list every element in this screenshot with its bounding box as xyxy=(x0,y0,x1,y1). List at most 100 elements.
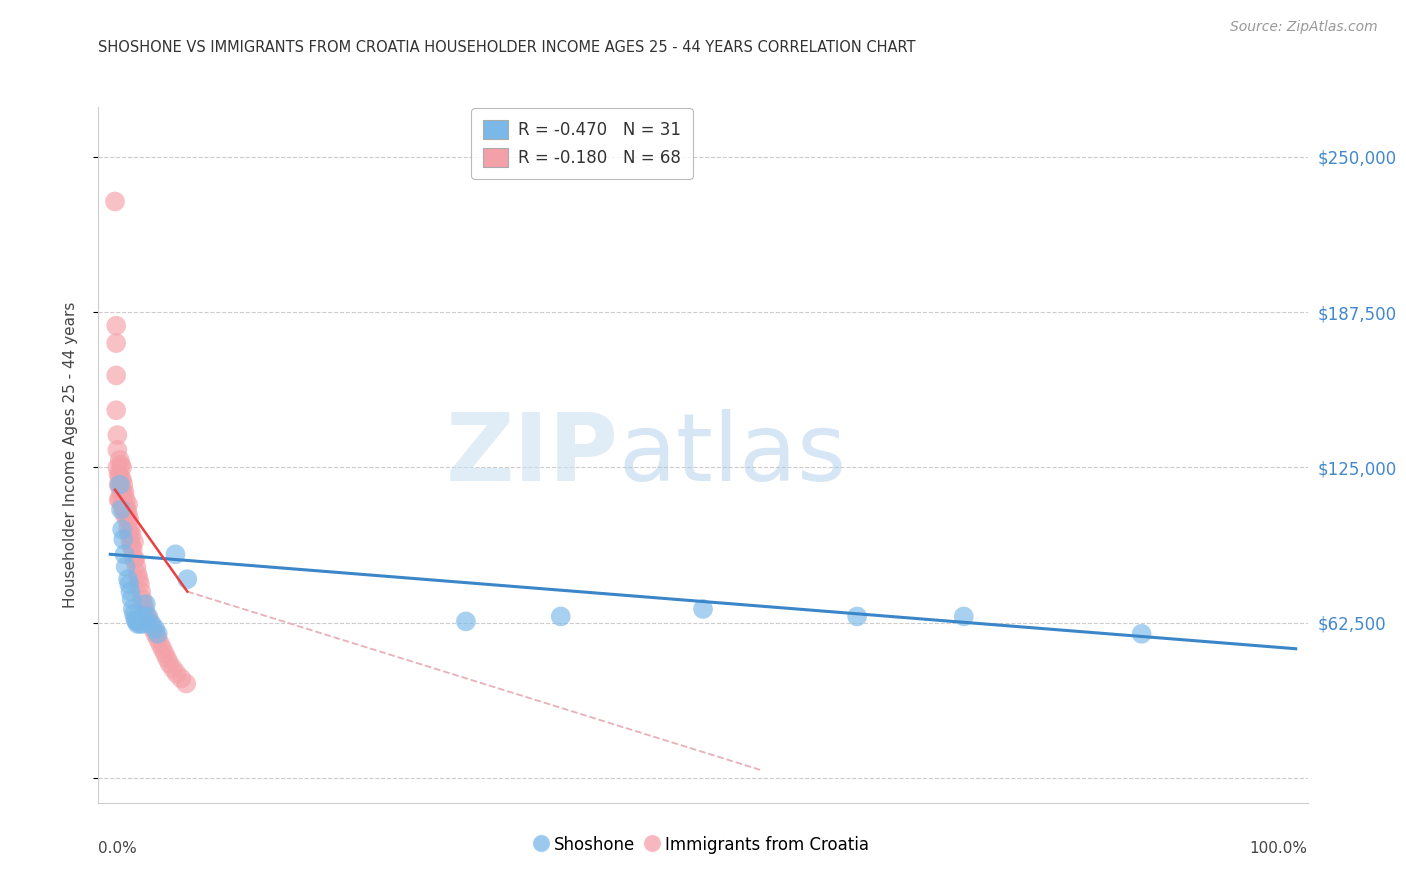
Point xyxy=(111,473,134,487)
Point xyxy=(122,534,145,549)
Point xyxy=(112,477,135,491)
Point xyxy=(132,597,155,611)
Point xyxy=(114,547,136,561)
Point xyxy=(952,609,974,624)
Point xyxy=(118,577,141,591)
Point xyxy=(120,523,142,537)
Point xyxy=(170,672,193,686)
Text: atlas: atlas xyxy=(619,409,846,501)
Point xyxy=(111,460,134,475)
Point xyxy=(153,647,176,661)
Point xyxy=(136,612,159,626)
Point xyxy=(139,616,162,631)
Point xyxy=(118,527,141,541)
Point xyxy=(120,584,142,599)
Point xyxy=(110,473,132,487)
Point xyxy=(105,336,128,351)
Point xyxy=(152,641,174,656)
Point xyxy=(136,609,159,624)
Point xyxy=(104,194,127,209)
Point xyxy=(111,483,134,497)
Point xyxy=(114,485,136,500)
Point xyxy=(115,502,138,516)
Point xyxy=(454,615,477,629)
Point xyxy=(129,616,152,631)
Point xyxy=(122,552,145,566)
Point xyxy=(156,651,179,665)
Point xyxy=(105,403,128,417)
Point xyxy=(117,508,139,522)
Point xyxy=(166,666,188,681)
Point xyxy=(125,559,148,574)
Point xyxy=(692,602,714,616)
Point xyxy=(135,607,157,621)
Point xyxy=(114,559,136,574)
Point xyxy=(129,584,152,599)
Point xyxy=(550,609,572,624)
Point xyxy=(107,477,129,491)
Point xyxy=(125,615,148,629)
Text: 100.0%: 100.0% xyxy=(1250,841,1308,856)
Point xyxy=(143,622,166,636)
Point xyxy=(110,458,132,472)
Point xyxy=(142,622,165,636)
Point xyxy=(122,607,145,621)
Text: ZIP: ZIP xyxy=(446,409,619,501)
Point xyxy=(146,627,169,641)
Text: 0.0%: 0.0% xyxy=(98,841,138,856)
Point xyxy=(141,616,163,631)
Point xyxy=(105,428,128,442)
Point xyxy=(112,502,135,516)
Point xyxy=(121,602,143,616)
Point xyxy=(143,627,166,641)
Point xyxy=(149,637,172,651)
Point xyxy=(110,502,132,516)
Point xyxy=(121,592,143,607)
Point xyxy=(105,442,128,457)
Point xyxy=(112,533,135,547)
Point xyxy=(124,612,146,626)
Point xyxy=(162,662,184,676)
Point xyxy=(114,502,136,516)
Point xyxy=(111,498,134,512)
Point xyxy=(1130,627,1153,641)
Point xyxy=(110,485,132,500)
Point xyxy=(127,616,149,631)
Point xyxy=(159,657,181,671)
Point xyxy=(131,592,153,607)
Point xyxy=(114,498,136,512)
Point xyxy=(111,523,134,537)
Point xyxy=(115,512,138,526)
Point xyxy=(117,498,139,512)
Point xyxy=(105,368,128,383)
Point xyxy=(176,572,198,586)
Point xyxy=(121,540,143,554)
Point xyxy=(108,467,131,482)
Legend: Shoshone, Immigrants from Croatia: Shoshone, Immigrants from Croatia xyxy=(530,830,876,861)
Point xyxy=(120,534,142,549)
Point xyxy=(131,616,153,631)
Text: SHOSHONE VS IMMIGRANTS FROM CROATIA HOUSEHOLDER INCOME AGES 25 - 44 YEARS CORREL: SHOSHONE VS IMMIGRANTS FROM CROATIA HOUS… xyxy=(98,40,915,55)
Point xyxy=(107,467,129,482)
Point xyxy=(108,453,131,467)
Point xyxy=(174,676,197,690)
Text: Source: ZipAtlas.com: Source: ZipAtlas.com xyxy=(1230,20,1378,34)
Point xyxy=(108,477,131,491)
Point xyxy=(124,552,146,566)
Point xyxy=(114,492,136,507)
Point xyxy=(117,523,139,537)
Point xyxy=(134,602,156,616)
Point xyxy=(127,567,149,582)
Point xyxy=(146,632,169,646)
Point xyxy=(135,597,157,611)
Point xyxy=(114,508,136,522)
Point xyxy=(128,572,150,586)
Point xyxy=(105,460,128,475)
Point xyxy=(121,542,143,557)
Y-axis label: Householder Income Ages 25 - 44 years: Householder Income Ages 25 - 44 years xyxy=(63,301,77,608)
Point xyxy=(108,477,131,491)
Point xyxy=(107,492,129,507)
Point xyxy=(129,577,152,591)
Point xyxy=(117,572,139,586)
Point xyxy=(105,318,128,333)
